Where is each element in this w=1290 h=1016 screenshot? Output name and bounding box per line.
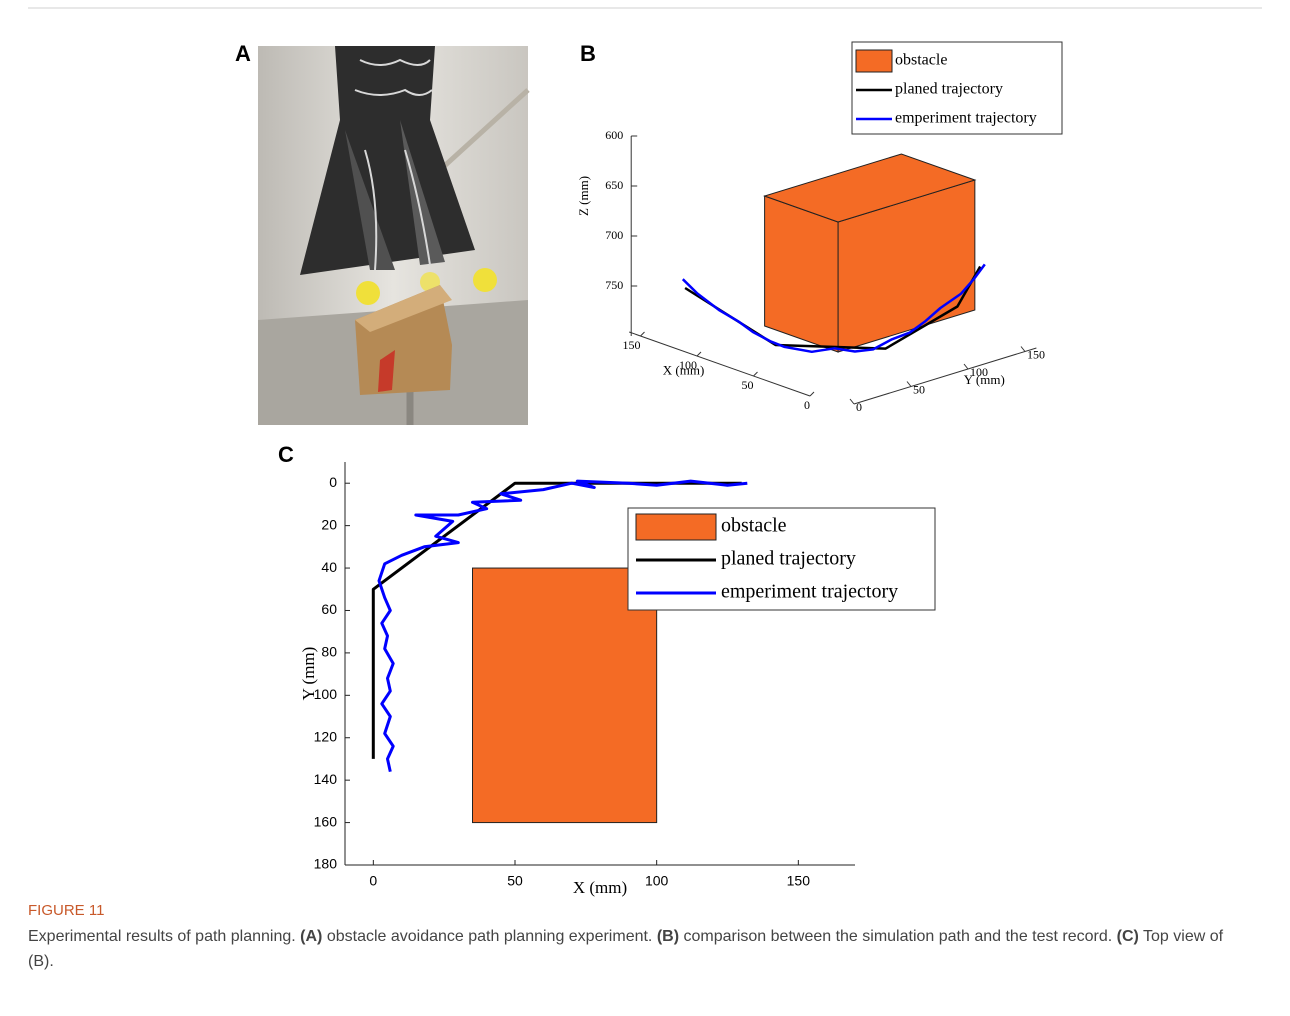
y-tick-label: 50 [913,382,925,396]
caption-part: (C) [1117,928,1139,945]
y-tick-label: 40 [321,559,337,575]
legend-label: obstacle [721,515,787,537]
caption-part: (A) [300,928,322,945]
caption-text: Experimental results of path planning. (… [28,928,1223,970]
x-tick-label: 150 [787,873,811,889]
y-axis [854,348,1036,404]
legend-label: planed trajectory [721,548,856,570]
x-axis-label: X (mm) [573,878,627,897]
y-tick-label: 20 [321,516,337,532]
z-tick-label: 650 [605,178,623,192]
panel-label: C [278,442,294,467]
y-tick-label: 140 [314,771,338,787]
photo [258,46,528,425]
y-axis-label: Y (mm) [964,372,1005,387]
y-tick-label: 80 [321,644,337,660]
y-tick [964,364,968,369]
box-face-side [765,196,838,352]
page: A B C 050100150050100150600650700750X (m… [0,0,1290,1016]
x-tick-label: 100 [645,873,669,889]
z-tick-label: 700 [605,228,623,242]
x-axis [629,332,810,396]
legend-label: emperiment trajectory [895,110,1037,127]
x-tick [754,372,758,376]
legend-swatch [636,514,716,540]
legend-label: obstacle [895,52,947,69]
z-tick-label: 750 [605,278,623,292]
caption-part: (B) [657,928,679,945]
caption-part: comparison between the simulation path a… [679,928,1117,945]
legend-swatch [856,50,892,72]
x-tick-label: 0 [369,873,377,889]
y-tick-label: 0 [329,474,337,490]
y-tick [1021,347,1025,352]
z-axis-label: Z (mm) [576,176,591,216]
y-tick-label: 180 [314,856,338,872]
x-tick-label: 0 [804,398,810,412]
legend-label: planed trajectory [895,81,1003,98]
y-tick-label: 120 [314,728,338,744]
caption-part: obstacle avoidance path planning experim… [322,928,656,945]
x-tick [810,392,814,396]
x-tick-label: 150 [623,338,641,352]
x-tick [697,352,701,356]
x-axis-label: X (mm) [663,363,705,378]
legend-label: emperiment trajectory [721,581,898,603]
panel-label: B [580,41,596,66]
caption-part: Experimental results of path planning. [28,928,300,945]
figure: A B C 050100150050100150600650700750X (m… [0,0,1290,1016]
y-tick-label: 160 [314,813,338,829]
y-tick-label: 0 [856,400,862,414]
figure-label: FIGURE 11 [28,898,1238,923]
z-tick-label: 600 [605,128,623,142]
x-tick-label: 50 [507,873,523,889]
y-tick-label: 150 [1027,347,1045,361]
y-axis-label: Y (mm) [299,647,318,701]
panel-label: A [235,41,251,66]
x-tick-label: 50 [742,378,754,392]
x-tick [641,332,645,336]
y-tick [850,399,854,404]
y-tick-label: 60 [321,601,337,617]
caption: FIGURE 11 Experimental results of path p… [28,898,1238,974]
y-tick [907,382,911,387]
